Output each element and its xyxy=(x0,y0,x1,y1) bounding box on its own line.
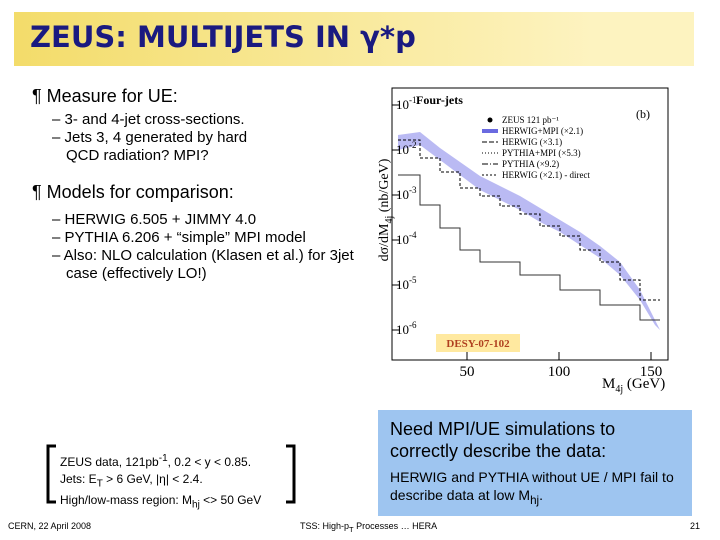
legend-label: HERWIG (×2.1) - direct xyxy=(502,170,591,180)
y-ticks: 10-110-210-310-410-510-6 xyxy=(392,95,417,337)
tick-base: 10 xyxy=(396,277,409,292)
curve xyxy=(398,174,660,321)
title: ZEUS: MULTIJETS IN γ*p xyxy=(30,20,416,54)
curve xyxy=(398,139,660,301)
tick-exp: -6 xyxy=(409,320,417,330)
legend-label: ZEUS 121 pb⁻¹ xyxy=(502,115,559,125)
tick-base: 10 xyxy=(396,187,409,202)
tick-base: 10 xyxy=(396,322,409,337)
callout-body: HERWIG and PYTHIA without UE / MPI fail … xyxy=(390,469,674,507)
y-tick-label: 10-5 xyxy=(396,275,417,292)
legend-label: PYTHIA+MPI (×5.3) xyxy=(502,148,581,158)
brackets xyxy=(46,444,296,504)
legend-label: HERWIG+MPI (×2.1) xyxy=(502,126,583,136)
y-tick-label: 10-1 xyxy=(396,95,417,112)
footer-center: TSS: High-pT Processes … HERA xyxy=(300,521,438,534)
plot-title: Four-jets xyxy=(416,93,463,107)
callout-heading: Need MPI/UE simulations to correctly des… xyxy=(390,419,616,461)
page-number: 21 xyxy=(690,521,701,531)
note-line: Jets: ET > 6 GeV, |η| < 2.4. xyxy=(60,472,203,490)
x-tick-label: 150 xyxy=(640,364,663,380)
sub-bullet: – Also: NLO calculation (Klasen et al.) … xyxy=(52,247,354,282)
plot-frame xyxy=(391,87,669,361)
bullet-block: ¶ Models for comparison: – HERWIG 6.505 … xyxy=(32,182,362,283)
stamp: DESY-07-102 xyxy=(446,338,510,350)
x-tick-label: 50 xyxy=(460,364,475,380)
panel-label: (b) xyxy=(636,107,650,121)
note-line: ZEUS data, 121pb-1, 0.2 < y < 0.85. xyxy=(60,453,252,469)
stamp-bg xyxy=(436,334,520,352)
tick-base: 10 xyxy=(396,232,409,247)
sub-bullet: – 3- and 4-jet cross-sections. xyxy=(52,111,245,128)
y-tick-label: 10-4 xyxy=(396,230,417,247)
tick-exp: -2 xyxy=(409,140,417,150)
y-tick-label: 10-6 xyxy=(396,320,417,337)
y-tick-label: 10-2 xyxy=(396,140,417,157)
x-label: M4j (GeV) xyxy=(602,376,665,395)
tick-exp: -4 xyxy=(409,230,417,240)
note: ZEUS data, 121pb-1, 0.2 < y < 0.85. Jets… xyxy=(60,450,261,514)
bullet: ¶ Models for comparison: xyxy=(32,182,234,202)
tick-exp: -1 xyxy=(409,95,417,105)
tick-exp: -5 xyxy=(409,275,417,285)
title-bar xyxy=(14,12,694,66)
sub-bullet: – HERWIG 6.505 + JIMMY 4.0 xyxy=(52,211,257,228)
figure-bg xyxy=(376,84,692,396)
tick-base: 10 xyxy=(396,142,409,157)
y-tick-label: 10-3 xyxy=(396,185,417,202)
tick-base: 10 xyxy=(396,97,409,112)
note-line: High/low-mass region: Mhj <> 50 GeV xyxy=(60,493,262,511)
legend-label: PYTHIA (×9.2) xyxy=(502,159,559,169)
callout: Need MPI/UE simulations to correctly des… xyxy=(390,418,686,510)
callout-bg xyxy=(378,410,692,516)
tick-exp: -3 xyxy=(409,185,417,195)
footer-left: CERN, 22 April 2008 xyxy=(8,521,92,531)
legend-marker xyxy=(487,117,493,123)
bullet: ¶ Measure for UE: xyxy=(32,86,178,106)
y-label: dσ/dM4j (nb/GeV) xyxy=(377,158,395,261)
sub-bullet: – PYTHIA 6.206 + “simple” MPI model xyxy=(52,229,306,246)
sub-bullet: – Jets 3, 4 generated by hard QCD radiat… xyxy=(52,129,248,164)
legend-label: HERWIG (×3.1) xyxy=(502,137,562,147)
bullet-block: ¶ Measure for UE: – 3- and 4-jet cross-s… xyxy=(32,86,272,165)
x-tick-label: 100 xyxy=(548,364,571,380)
x-ticks: 50 100 150 xyxy=(460,352,663,380)
